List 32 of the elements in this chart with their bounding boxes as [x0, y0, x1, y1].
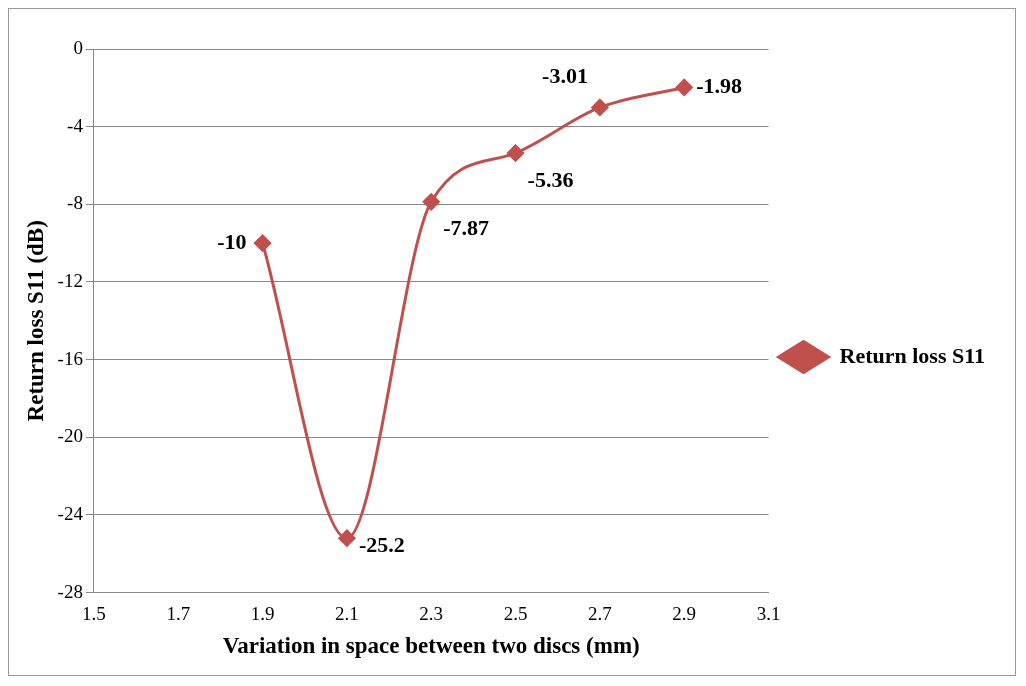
data-label: -1.98	[696, 73, 743, 99]
x-tick-label: 1.9	[250, 602, 275, 624]
data-label: -25.2	[358, 531, 405, 557]
x-tick-label: 2.9	[672, 602, 697, 624]
x-tick-label: 1.7	[166, 602, 191, 624]
point	[338, 529, 356, 547]
point	[675, 78, 693, 96]
data-label: -3.01	[542, 63, 588, 89]
point	[507, 144, 525, 162]
y-tick-label: -24	[57, 502, 84, 524]
y-tick-label: -28	[57, 580, 83, 602]
data-label: -10	[217, 228, 247, 254]
point	[254, 234, 272, 252]
y-tick-label: 0	[73, 36, 83, 58]
x-tick-label: 2.5	[503, 602, 528, 624]
data-label: -5.36	[527, 166, 574, 192]
y-axis-title: Return loss S11 (dB)	[22, 220, 48, 422]
x-axis-title: Variation in space between two discs (mm)	[222, 633, 640, 659]
x-tick-label: 2.7	[588, 602, 612, 624]
point	[422, 193, 440, 211]
y-tick-label: -16	[57, 347, 83, 369]
x-tick-label: 2.3	[419, 602, 444, 624]
data-label: -7.87	[443, 215, 490, 241]
point	[591, 98, 609, 116]
y-tick-label: -8	[67, 192, 83, 214]
y-tick-label: -12	[57, 269, 83, 291]
legend-label: Return loss S11	[839, 342, 986, 368]
y-tick-label: -4	[67, 114, 84, 136]
x-tick-label: 1.5	[82, 602, 106, 624]
x-tick-label: 2.1	[335, 602, 359, 624]
y-tick-label: -20	[57, 425, 83, 447]
x-tick-label: 3.1	[756, 602, 781, 624]
